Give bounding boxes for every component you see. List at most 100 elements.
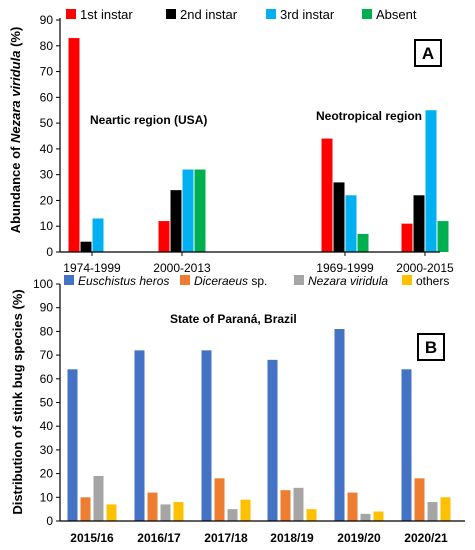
panel-a-bar-2nd-instar — [413, 195, 425, 252]
panel-b-legend-label-diceraeus: Diceraeus sp. — [194, 274, 267, 288]
panel-a-x-tick-label: 1969-1999 — [316, 261, 374, 275]
panel-b-legend-label-nezara-viridula: Nezara viridula — [308, 274, 388, 288]
panel-a-bars — [68, 38, 449, 252]
panel-a-bar-1st-instar — [158, 221, 170, 252]
panel-b-y-tick-label: 50 — [40, 396, 54, 410]
panel-a-bar-1st-instar — [321, 138, 333, 252]
panel-a-annotation-neotropical: Neotropical region — [316, 109, 422, 123]
panel-a-legend-swatch-absent — [362, 9, 372, 19]
panel-b-bar-euschistus-heros — [334, 329, 345, 521]
panel-b-y-tick-label: 40 — [40, 419, 54, 433]
panel-b-legend-label-others: others — [416, 274, 449, 288]
panel-b-bar-diceraeus — [147, 492, 158, 521]
panel-b-x-tick-label: 2016/17 — [137, 531, 181, 545]
panel-b-legend-swatch-euschistus-heros — [64, 275, 74, 285]
panel-b-bar-euschistus-heros — [201, 350, 212, 521]
panel-b-y-tick-label: 30 — [40, 443, 54, 457]
panel-a-bar-3rd-instar — [425, 110, 437, 252]
panel-a-y-tick-label: 40 — [40, 142, 54, 156]
panel-a-bar-absent — [437, 221, 449, 252]
panel-b-legend-swatch-others — [402, 275, 412, 285]
panel-a-y-ticks: 0 10 20 30 40 50 60 70 80 90 — [40, 13, 60, 259]
panel-a-category-labels: 1974-1999 2000-2013 1969-1999 2000-2015 — [63, 252, 454, 275]
panel-a-legend-label-absent: Absent — [376, 7, 417, 22]
panel-b-y-tick-label: 0 — [46, 514, 53, 528]
panel-b-legend-swatch-diceraeus — [180, 275, 190, 285]
panel-b-legend: Euschistus heros Diceraeus sp. Nezara viri… — [64, 274, 449, 288]
panel-b-bar-nezara-viridula — [360, 513, 371, 521]
panel-a-annotation-neartic: Neartic region (USA) — [90, 113, 207, 127]
panel-a-x-tick-label: 2000-2013 — [153, 261, 211, 275]
panel-a-bar-absent — [357, 233, 369, 252]
panel-b-bar-nezara-viridula — [427, 502, 438, 521]
panel-a: Abundance of Nezara viridula (%) 0 10 20 30… — [8, 7, 454, 275]
panel-a-y-tick-label: 50 — [40, 116, 54, 130]
panel-a-legend-label-2nd-instar: 2nd instar — [180, 7, 238, 22]
panel-b-x-tick-label: 2019/20 — [337, 531, 381, 545]
panel-b-bar-nezara-viridula — [293, 487, 304, 521]
panel-a-legend-label-3rd-instar: 3rd instar — [280, 7, 335, 22]
panel-b-bar-diceraeus — [414, 478, 425, 521]
panel-a-bar-1st-instar — [401, 223, 413, 252]
panel-b-y-tick-label: 60 — [40, 372, 54, 386]
panel-b-bar-diceraeus — [347, 492, 358, 521]
panel-a-y-tick-label: 20 — [40, 193, 54, 207]
panel-b-bar-others — [440, 497, 451, 521]
panel-b-bar-nezara-viridula — [93, 475, 104, 521]
panel-b: Distribution of stink bug species (%) 0 1… — [10, 274, 465, 545]
panel-b-legend-label-euschistus-heros: Euschistus heros — [78, 274, 169, 288]
panel-a-bar-absent — [194, 169, 206, 252]
panel-b-bar-euschistus-heros — [267, 359, 278, 521]
panel-b-tag-box — [417, 333, 445, 361]
panel-a-legend-swatch-2nd-instar — [166, 9, 176, 19]
panel-a-bar-3rd-instar — [345, 195, 357, 252]
panel-b-y-tick-label: 70 — [40, 348, 54, 362]
panel-a-tag-box — [414, 39, 442, 67]
panel-a-bar-2nd-instar — [333, 182, 345, 252]
panel-b-x-tick-label: 2017/18 — [204, 531, 248, 545]
panel-b-bar-euschistus-heros — [401, 369, 412, 521]
panel-a-legend-swatch-1st-instar — [66, 9, 76, 19]
panel-a-x-tick-label: 2000-2015 — [396, 261, 454, 275]
panel-a-y-axis-title: Abundance of Nezara viridula (%) — [8, 27, 23, 234]
panel-b-bar-others — [306, 509, 317, 521]
panel-b-bar-others — [173, 502, 184, 521]
panel-a-bar-2nd-instar — [80, 241, 92, 252]
panel-b-bars — [67, 329, 451, 521]
panel-b-x-tick-label: 2018/19 — [270, 531, 314, 545]
panel-b-legend-swatch-nezara-viridula — [294, 275, 304, 285]
panel-a-y-tick-label: 80 — [40, 39, 54, 53]
panel-a-y-tick-label: 30 — [40, 168, 54, 182]
panel-b-bar-diceraeus — [80, 497, 91, 521]
panel-a-y-tick-label: 70 — [40, 65, 54, 79]
panel-b-bar-nezara-viridula — [160, 504, 171, 521]
panel-b-annotation-location: State of Paraná, Brazil — [170, 312, 297, 326]
panel-b-tag: B — [425, 338, 437, 357]
panel-b-bar-diceraeus — [280, 490, 291, 521]
panel-b-y-axis-title: Distribution of stink bug species (%) — [10, 289, 25, 514]
panel-b-y-ticks: 0 10 20 30 40 50 60 70 80 90 100 — [33, 277, 60, 528]
panel-a-bar-2nd-instar — [170, 190, 182, 252]
panel-b-bar-euschistus-heros — [134, 350, 145, 521]
panel-b-y-tick-label: 80 — [40, 324, 54, 338]
panel-b-bar-others — [106, 504, 117, 521]
panel-a-legend-label-1st-instar: 1st instar — [80, 7, 133, 22]
panel-a-y-tick-label: 90 — [40, 13, 54, 27]
panel-b-x-tick-label: 2020/21 — [404, 531, 448, 545]
panel-b-bar-others — [373, 511, 384, 521]
panel-a-legend: 1st instar 2nd instar 3rd instar Absent — [66, 7, 417, 22]
panel-a-bar-1st-instar — [68, 38, 80, 252]
panel-a-y-tick-label: 10 — [40, 219, 54, 233]
panel-b-bar-nezara-viridula — [227, 509, 238, 521]
panel-a-y-tick-label: 60 — [40, 90, 54, 104]
panel-a-legend-swatch-3rd-instar — [266, 9, 276, 19]
panel-a-bar-3rd-instar — [182, 169, 194, 252]
panel-a-tag: A — [422, 44, 434, 63]
panel-b-y-tick-label: 90 — [40, 301, 54, 315]
panel-b-bar-euschistus-heros — [67, 369, 78, 521]
panel-b-x-tick-label: 2015/16 — [70, 531, 114, 545]
panel-b-y-tick-label: 10 — [40, 490, 54, 504]
panel-b-y-tick-label: 20 — [40, 467, 54, 481]
panel-b-bar-diceraeus — [214, 478, 225, 521]
